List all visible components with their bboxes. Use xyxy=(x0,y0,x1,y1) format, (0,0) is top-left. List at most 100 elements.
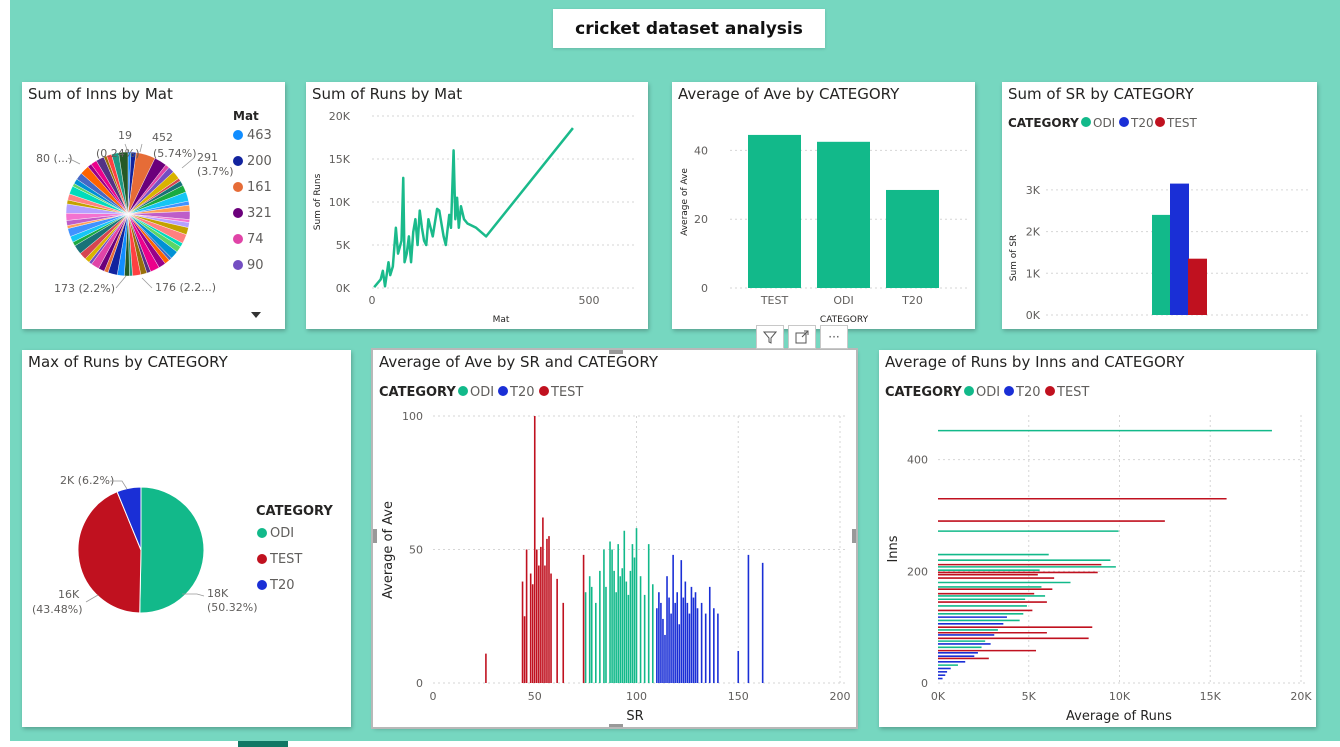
legend-label: 200 xyxy=(247,154,272,169)
legend-label: T20 xyxy=(509,385,534,400)
y-tick-label: 5K xyxy=(336,239,351,252)
x-tick-label: 15K xyxy=(1200,690,1222,703)
legend-title: CATEGORY xyxy=(256,504,333,519)
data-label: 452 xyxy=(152,131,173,144)
bar xyxy=(1170,183,1189,315)
legend-label: 463 xyxy=(247,128,272,143)
card-sr-by-category[interactable]: Sum of SR by CATEGORY CATEGORY ODI T20 TEST… xyxy=(1002,82,1317,329)
y-tick-label: 2K xyxy=(1026,226,1041,239)
y-axis-title: Inns xyxy=(886,535,901,562)
legend-label: TEST xyxy=(1166,116,1198,130)
legend-label: ODI xyxy=(470,385,494,400)
resize-handle xyxy=(609,350,623,354)
leader-line xyxy=(181,157,195,169)
data-label: (5.74%) xyxy=(153,147,197,160)
y-tick-label: 50 xyxy=(409,544,423,557)
data-label: 291 xyxy=(197,151,218,164)
legend-title: CATEGORY xyxy=(379,385,456,400)
data-label: (3.7%) xyxy=(197,165,234,178)
x-tick-label: 150 xyxy=(728,690,749,703)
legend-label: 161 xyxy=(247,180,272,195)
resize-handle xyxy=(852,529,856,543)
bar xyxy=(1152,214,1171,315)
legend-label: TEST xyxy=(550,385,583,400)
card-inns-by-mat[interactable]: Sum of Inns by Mat 19 (0.24%) 452 (5.74%) 29… xyxy=(22,82,285,329)
chart-title: Sum of SR by CATEGORY xyxy=(1008,85,1194,103)
page-title: cricket dataset analysis xyxy=(553,9,825,48)
leader-line xyxy=(141,277,153,289)
legend-label: ODI xyxy=(1093,116,1115,130)
chart-title: Sum of Inns by Mat xyxy=(28,85,173,103)
data-label: 16K xyxy=(58,588,80,601)
leader-line xyxy=(124,143,129,153)
filter-icon[interactable] xyxy=(756,325,784,349)
x-tick-label: 0 xyxy=(430,690,437,703)
legend-label: T20 xyxy=(1015,385,1040,400)
focus-mode-icon[interactable] xyxy=(788,325,816,349)
card-max-runs[interactable]: Max of Runs by CATEGORY 18K (50.32%) 16K (4… xyxy=(22,350,351,727)
x-tick-label: 500 xyxy=(579,294,600,307)
card-ave-by-category[interactable]: Average of Ave by CATEGORY 0 20 40 TEST ODI T… xyxy=(672,82,975,329)
y-axis-title: Average of Ave xyxy=(680,168,690,236)
line-chart-runs[interactable]: 0K 5K 10K 15K 20K 0 500 Mat Sum of Runs xyxy=(306,82,648,329)
legend-label: ODI xyxy=(270,526,294,541)
chart-title: Average of Ave by SR and CATEGORY xyxy=(379,353,658,371)
data-label: (43.48%) xyxy=(32,603,83,616)
x-axis-title: SR xyxy=(626,709,643,724)
legend-marker xyxy=(539,386,549,396)
legend-marker xyxy=(257,580,267,590)
visual-header-toolbar: ··· xyxy=(756,325,848,349)
pie-chart-max-runs[interactable]: 18K(50.32%) 16K (43.48%) 2K (6.2%) CATEGORY O… xyxy=(22,350,351,727)
x-tick-label: 100 xyxy=(626,690,647,703)
y-tick-label: 0 xyxy=(416,677,423,690)
leader-line xyxy=(67,157,81,165)
pie-slice xyxy=(116,486,142,551)
more-options-button[interactable]: ··· xyxy=(820,325,848,349)
legend-label: 74 xyxy=(247,232,264,247)
legend-marker xyxy=(257,528,267,538)
y-tick-label: 0K xyxy=(1026,309,1041,322)
legend-label: 90 xyxy=(247,258,264,273)
y-axis-title: Sum of Runs xyxy=(313,173,323,230)
series-line xyxy=(373,127,574,288)
bar-chart-ave[interactable]: 0 20 40 TEST ODI T20 CATEGORY Average of Ave xyxy=(672,82,975,329)
x-axis-title: Mat xyxy=(493,315,510,325)
x-tick-label: T20 xyxy=(901,294,923,307)
legend-marker xyxy=(233,182,243,192)
legend-label: ODI xyxy=(976,385,1000,400)
legend-marker xyxy=(1045,386,1055,396)
leader-line xyxy=(139,143,143,153)
legend-marker xyxy=(1155,117,1165,127)
data-label: (0.24%) xyxy=(96,147,140,160)
legend-label: 321 xyxy=(247,206,272,221)
legend-label: T20 xyxy=(269,578,294,593)
x-tick-label: 0 xyxy=(369,294,376,307)
data-label: 80 (...) xyxy=(36,152,73,165)
legend-title: Mat xyxy=(233,109,259,123)
leader-line xyxy=(182,593,205,597)
x-tick-label: 50 xyxy=(528,690,542,703)
leader-line xyxy=(110,480,128,490)
x-tick-label: 0K xyxy=(931,690,946,703)
x-tick-label: 10K xyxy=(1109,690,1131,703)
chart-title: Max of Runs by CATEGORY xyxy=(28,353,228,371)
x-axis-title: Average of Runs xyxy=(1066,709,1172,724)
pie-chart-inns[interactable]: 19 (0.24%) 452 (5.74%) 291(3.7%) 80 (...) 173 … xyxy=(22,82,285,329)
data-label: 19 xyxy=(118,129,132,142)
card-runs-by-mat[interactable]: Sum of Runs by Mat 0K 5K 10K 15K 20K 0 500 Mat S… xyxy=(306,82,648,329)
card-runs-by-inns[interactable]: Average of Runs by Inns and CATEGORY CAT… xyxy=(879,350,1316,727)
pie-slice xyxy=(139,486,205,614)
bar-chart-sr[interactable]: CATEGORY ODI T20 TEST 0K 1K 2K 3K Sum of SR xyxy=(1002,82,1317,329)
legend-marker xyxy=(233,130,243,140)
legend-marker xyxy=(498,386,508,396)
bar xyxy=(748,134,801,288)
y-axis-title: Sum of SR xyxy=(1009,235,1019,282)
pie-slice xyxy=(77,491,142,614)
x-tick-label: 200 xyxy=(830,690,851,703)
chevron-down-icon xyxy=(251,312,261,318)
x-axis-title: CATEGORY xyxy=(820,315,869,325)
card-ave-by-sr[interactable]: Average of Ave by SR and CATEGORY CATEGO… xyxy=(371,348,858,729)
y-tick-label: 3K xyxy=(1026,184,1041,197)
